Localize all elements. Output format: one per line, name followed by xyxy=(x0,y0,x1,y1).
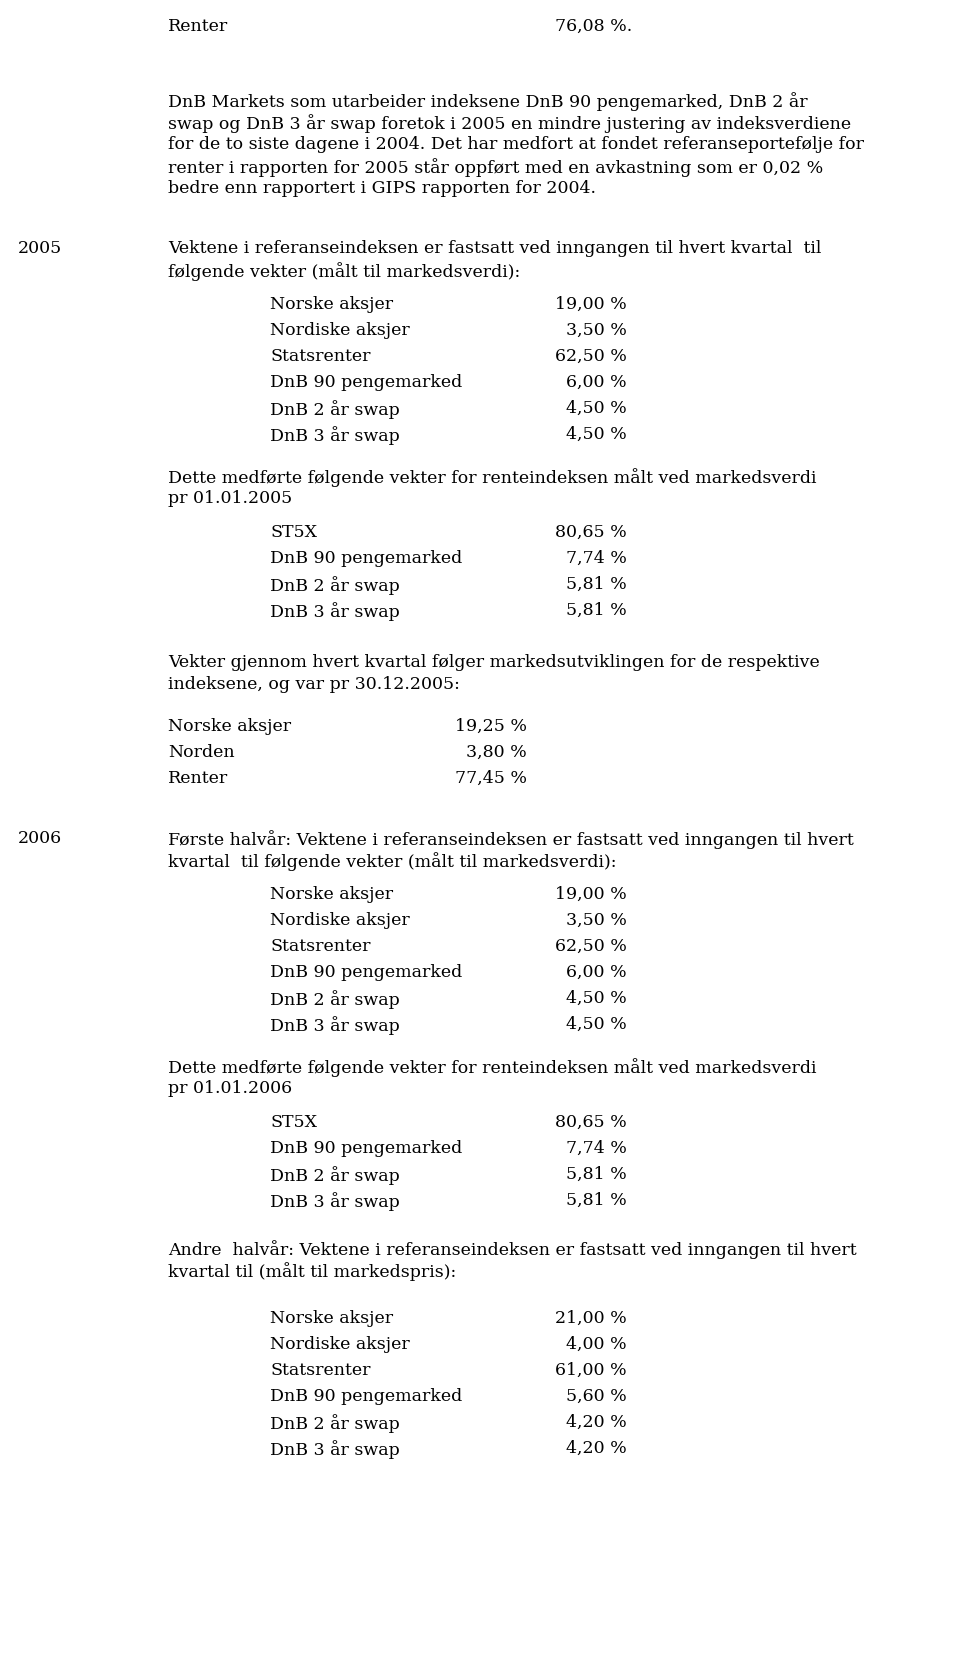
Text: Dette medførte følgende vekter for renteindeksen målt ved markedsverdi: Dette medførte følgende vekter for rente… xyxy=(168,1057,817,1076)
Text: 3,50 %: 3,50 % xyxy=(555,912,627,929)
Text: DnB 2 år swap: DnB 2 år swap xyxy=(270,1414,399,1432)
Text: DnB 90 pengemarked: DnB 90 pengemarked xyxy=(270,550,463,567)
Text: 3,50 %: 3,50 % xyxy=(555,321,627,340)
Text: Norske aksjer: Norske aksjer xyxy=(270,885,394,902)
Text: Renter: Renter xyxy=(168,770,228,786)
Text: 19,00 %: 19,00 % xyxy=(555,885,627,902)
Text: 7,74 %: 7,74 % xyxy=(555,1139,627,1156)
Text: 4,50 %: 4,50 % xyxy=(555,1016,627,1032)
Text: DnB Markets som utarbeider indeksene DnB 90 pengemarked, DnB 2 år: DnB Markets som utarbeider indeksene DnB… xyxy=(168,92,807,110)
Text: Andre  halvår: Vektene i referanseindeksen er fastsatt ved inngangen til hvert: Andre halvår: Vektene i referanseindekse… xyxy=(168,1240,856,1258)
Text: 5,81 %: 5,81 % xyxy=(555,1191,627,1208)
Text: kvartal til (målt til markedspris):: kvartal til (målt til markedspris): xyxy=(168,1261,456,1280)
Text: Nordiske aksjer: Nordiske aksjer xyxy=(270,912,410,929)
Text: ST5X: ST5X xyxy=(270,1113,317,1131)
Text: Statsrenter: Statsrenter xyxy=(270,1362,371,1379)
Text: DnB 90 pengemarked: DnB 90 pengemarked xyxy=(270,1139,463,1156)
Text: DnB 2 år swap: DnB 2 år swap xyxy=(270,1166,399,1184)
Text: 4,20 %: 4,20 % xyxy=(555,1414,627,1430)
Text: 62,50 %: 62,50 % xyxy=(555,348,627,365)
Text: Norske aksjer: Norske aksjer xyxy=(168,718,291,734)
Text: Norden: Norden xyxy=(168,743,234,761)
Text: 6,00 %: 6,00 % xyxy=(555,373,627,391)
Text: Nordiske aksjer: Nordiske aksjer xyxy=(270,321,410,340)
Text: DnB 2 år swap: DnB 2 år swap xyxy=(270,989,399,1009)
Text: renter i rapporten for 2005 står oppført med en avkastning som er 0,02 %: renter i rapporten for 2005 står oppført… xyxy=(168,157,824,177)
Text: Første halvår: Vektene i referanseindeksen er fastsatt ved inngangen til hvert: Første halvår: Vektene i referanseindeks… xyxy=(168,830,853,848)
Text: Statsrenter: Statsrenter xyxy=(270,348,371,365)
Text: 4,20 %: 4,20 % xyxy=(555,1439,627,1456)
Text: Statsrenter: Statsrenter xyxy=(270,937,371,954)
Text: DnB 3 år swap: DnB 3 år swap xyxy=(270,602,399,621)
Text: følgende vekter (målt til markedsverdi):: følgende vekter (målt til markedsverdi): xyxy=(168,263,520,281)
Text: for de to siste dagene i 2004. Det har medfort at fondet referanseportefølje for: for de to siste dagene i 2004. Det har m… xyxy=(168,136,864,152)
Text: 4,50 %: 4,50 % xyxy=(555,989,627,1007)
Text: bedre enn rapportert i GIPS rapporten for 2004.: bedre enn rapportert i GIPS rapporten fo… xyxy=(168,181,596,197)
Text: 61,00 %: 61,00 % xyxy=(555,1362,627,1379)
Text: DnB 3 år swap: DnB 3 år swap xyxy=(270,1439,399,1459)
Text: 2005: 2005 xyxy=(18,239,62,258)
Text: Nordiske aksjer: Nordiske aksjer xyxy=(270,1335,410,1352)
Text: pr 01.01.2005: pr 01.01.2005 xyxy=(168,490,292,507)
Text: DnB 3 år swap: DnB 3 år swap xyxy=(270,1016,399,1034)
Text: 2006: 2006 xyxy=(18,830,62,847)
Text: DnB 3 år swap: DnB 3 år swap xyxy=(270,1191,399,1210)
Text: pr 01.01.2006: pr 01.01.2006 xyxy=(168,1079,292,1096)
Text: 19,25 %: 19,25 % xyxy=(455,718,527,734)
Text: Vekter gjennom hvert kvartal følger markedsutviklingen for de respektive: Vekter gjennom hvert kvartal følger mark… xyxy=(168,654,820,671)
Text: DnB 90 pengemarked: DnB 90 pengemarked xyxy=(270,373,463,391)
Text: 4,50 %: 4,50 % xyxy=(555,400,627,417)
Text: 4,50 %: 4,50 % xyxy=(555,425,627,443)
Text: swap og DnB 3 år swap foretok i 2005 en mindre justering av indeksverdiene: swap og DnB 3 år swap foretok i 2005 en … xyxy=(168,114,852,132)
Text: 5,81 %: 5,81 % xyxy=(555,1166,627,1183)
Text: 80,65 %: 80,65 % xyxy=(555,1113,627,1131)
Text: 80,65 %: 80,65 % xyxy=(555,524,627,540)
Text: 5,60 %: 5,60 % xyxy=(555,1387,627,1404)
Text: DnB 90 pengemarked: DnB 90 pengemarked xyxy=(270,1387,463,1404)
Text: 76,08 %.: 76,08 %. xyxy=(555,18,633,35)
Text: indeksene, og var pr 30.12.2005:: indeksene, og var pr 30.12.2005: xyxy=(168,676,460,693)
Text: DnB 2 år swap: DnB 2 år swap xyxy=(270,400,399,418)
Text: ST5X: ST5X xyxy=(270,524,317,540)
Text: 19,00 %: 19,00 % xyxy=(555,296,627,313)
Text: DnB 90 pengemarked: DnB 90 pengemarked xyxy=(270,964,463,980)
Text: Vektene i referanseindeksen er fastsatt ved inngangen til hvert kvartal  til: Vektene i referanseindeksen er fastsatt … xyxy=(168,239,822,258)
Text: 7,74 %: 7,74 % xyxy=(555,550,627,567)
Text: 6,00 %: 6,00 % xyxy=(555,964,627,980)
Text: Dette medførte følgende vekter for renteindeksen målt ved markedsverdi: Dette medførte følgende vekter for rente… xyxy=(168,468,817,487)
Text: 62,50 %: 62,50 % xyxy=(555,937,627,954)
Text: Norske aksjer: Norske aksjer xyxy=(270,296,394,313)
Text: 21,00 %: 21,00 % xyxy=(555,1310,627,1327)
Text: 3,80 %: 3,80 % xyxy=(455,743,527,761)
Text: 4,00 %: 4,00 % xyxy=(555,1335,627,1352)
Text: 5,81 %: 5,81 % xyxy=(555,576,627,592)
Text: DnB 3 år swap: DnB 3 år swap xyxy=(270,425,399,445)
Text: 5,81 %: 5,81 % xyxy=(555,602,627,619)
Text: DnB 2 år swap: DnB 2 år swap xyxy=(270,576,399,594)
Text: Norske aksjer: Norske aksjer xyxy=(270,1310,394,1327)
Text: 77,45 %: 77,45 % xyxy=(455,770,527,786)
Text: kvartal  til følgende vekter (målt til markedsverdi):: kvartal til følgende vekter (målt til ma… xyxy=(168,852,616,870)
Text: Renter: Renter xyxy=(168,18,228,35)
